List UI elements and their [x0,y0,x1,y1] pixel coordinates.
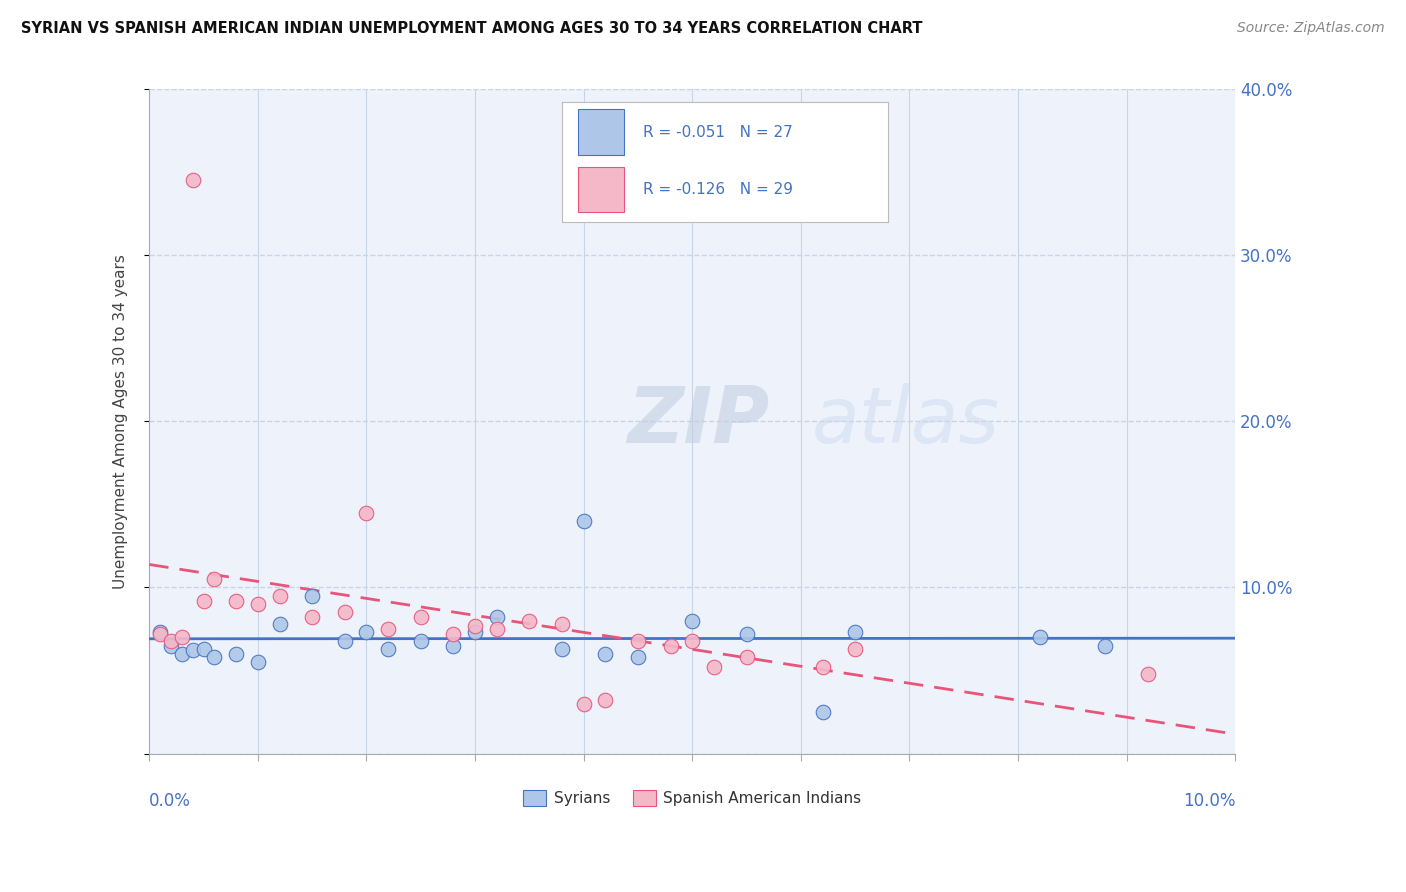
Point [149,625,172,640]
Point [333,605,356,619]
Point [356,625,378,640]
Point [202,572,225,586]
Point [333,633,356,648]
Point [193,593,215,607]
Text: atlas: atlas [811,384,1000,459]
Point [572,697,595,711]
Point [269,616,291,631]
Point [301,610,323,624]
Legend: Syrians, Spanish American Indians: Syrians, Spanish American Indians [517,784,868,813]
Point [409,610,432,624]
Point [517,614,540,628]
Point [485,610,508,624]
Point [149,627,172,641]
Point [735,627,758,641]
Point [377,622,399,636]
Point [551,616,574,631]
Point [551,641,574,656]
Point [844,641,866,656]
Point [681,614,703,628]
Point [485,622,508,636]
Point [377,641,399,656]
Point [246,655,269,669]
Point [1029,630,1052,644]
Point [225,593,247,607]
Point [464,625,486,640]
Point [844,625,866,640]
Text: SYRIAN VS SPANISH AMERICAN INDIAN UNEMPLOYMENT AMONG AGES 30 TO 34 YEARS CORRELA: SYRIAN VS SPANISH AMERICAN INDIAN UNEMPL… [21,21,922,36]
Point [703,660,725,674]
Point [1094,639,1116,653]
Point [246,597,269,611]
Point [1137,666,1160,681]
Point [181,173,204,187]
Point [170,647,193,661]
Point [441,639,464,653]
Point [170,630,193,644]
Point [464,618,486,632]
Point [811,705,834,719]
Text: Source: ZipAtlas.com: Source: ZipAtlas.com [1237,21,1385,35]
Point [595,693,617,707]
Point [181,643,204,657]
Point [269,589,291,603]
Point [356,506,378,520]
Point [681,633,703,648]
Point [572,514,595,528]
Point [627,650,650,665]
Text: 0.0%: 0.0% [149,792,191,811]
Text: ZIP: ZIP [627,384,769,459]
Point [160,639,183,653]
Y-axis label: Unemployment Among Ages 30 to 34 years: Unemployment Among Ages 30 to 34 years [114,253,128,589]
Point [409,633,432,648]
Point [659,639,682,653]
Point [595,647,617,661]
Point [301,589,323,603]
Point [811,660,834,674]
Point [225,647,247,661]
Point [627,633,650,648]
Point [441,627,464,641]
Point [160,633,183,648]
Text: 10.0%: 10.0% [1182,792,1236,811]
Point [202,650,225,665]
Point [193,641,215,656]
Point [735,650,758,665]
